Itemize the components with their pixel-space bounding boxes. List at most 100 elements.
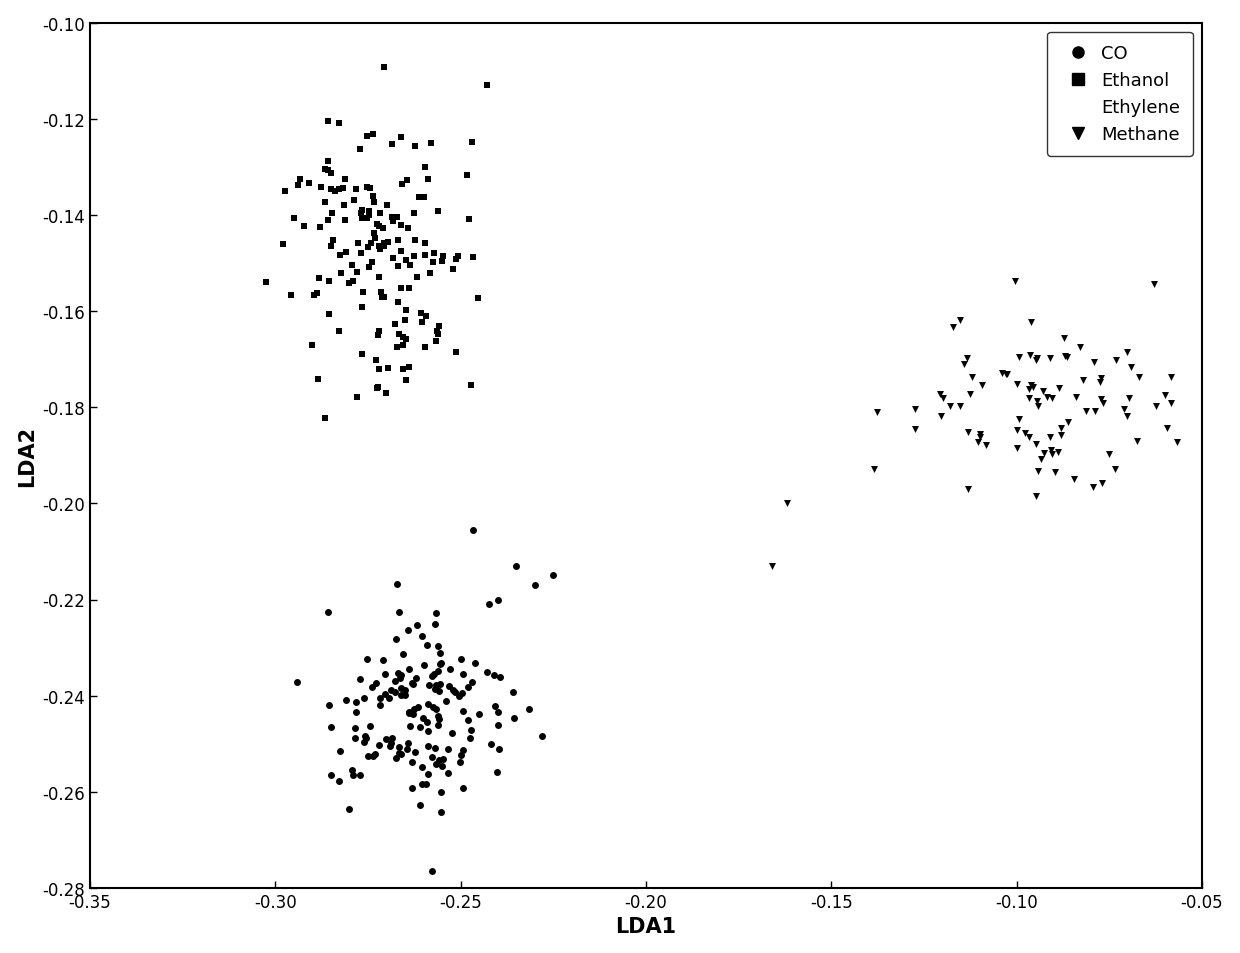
Point bbox=[1099, 447, 1118, 462]
Point bbox=[398, 221, 418, 236]
Point bbox=[1091, 371, 1111, 386]
Point bbox=[310, 271, 330, 286]
Point bbox=[415, 340, 435, 355]
Point bbox=[410, 720, 430, 735]
Point bbox=[1106, 354, 1126, 369]
Point bbox=[1028, 399, 1048, 415]
Point bbox=[487, 592, 507, 607]
Point bbox=[405, 139, 425, 154]
Point bbox=[970, 427, 990, 442]
Point bbox=[1117, 409, 1137, 424]
Point bbox=[362, 255, 382, 271]
Point bbox=[392, 244, 412, 259]
Point bbox=[342, 258, 362, 274]
Point bbox=[1049, 380, 1069, 395]
Point bbox=[362, 679, 382, 695]
Point bbox=[460, 730, 480, 745]
Point bbox=[357, 180, 377, 195]
Point bbox=[370, 691, 389, 706]
Point bbox=[476, 664, 496, 679]
Point bbox=[1025, 489, 1045, 504]
Point bbox=[959, 425, 978, 440]
Point bbox=[469, 291, 489, 306]
Point bbox=[427, 605, 446, 620]
Point bbox=[281, 288, 301, 303]
Point bbox=[503, 685, 523, 700]
Point bbox=[1127, 434, 1147, 449]
Point bbox=[972, 378, 992, 394]
Point bbox=[329, 774, 348, 789]
Point bbox=[485, 668, 505, 683]
Point bbox=[957, 351, 977, 366]
Point bbox=[420, 136, 440, 152]
Point bbox=[1034, 446, 1054, 461]
Point bbox=[464, 250, 484, 265]
Point bbox=[368, 324, 388, 339]
Point bbox=[410, 306, 430, 321]
Point bbox=[1019, 430, 1039, 445]
Point bbox=[370, 207, 389, 222]
Point bbox=[413, 314, 433, 330]
Point bbox=[368, 239, 388, 254]
Point bbox=[1056, 350, 1076, 365]
Point bbox=[430, 804, 450, 820]
Point bbox=[347, 391, 367, 406]
Point bbox=[968, 436, 988, 451]
Point bbox=[353, 285, 373, 300]
Point bbox=[413, 629, 433, 644]
Point bbox=[417, 638, 436, 653]
Legend: CO, Ethanol, Ethylene, Methane: CO, Ethanol, Ethylene, Methane bbox=[1048, 32, 1193, 157]
Point bbox=[401, 258, 420, 274]
Point bbox=[459, 213, 479, 228]
Point bbox=[352, 300, 372, 315]
Point bbox=[970, 430, 990, 445]
Point bbox=[1021, 315, 1040, 331]
Point bbox=[424, 740, 444, 756]
Point bbox=[446, 252, 466, 267]
Point bbox=[944, 320, 963, 335]
Point bbox=[424, 666, 444, 681]
Point bbox=[398, 622, 418, 638]
Point bbox=[391, 668, 410, 683]
Point bbox=[343, 768, 363, 783]
Point bbox=[368, 380, 388, 395]
Point bbox=[864, 461, 884, 476]
Point bbox=[417, 776, 436, 791]
Point bbox=[1084, 480, 1104, 496]
Point bbox=[373, 290, 393, 305]
Point bbox=[449, 250, 469, 265]
Point bbox=[439, 765, 459, 781]
Point bbox=[300, 176, 320, 192]
Point bbox=[384, 317, 404, 333]
Point bbox=[429, 677, 449, 692]
Point bbox=[358, 749, 378, 764]
Point bbox=[363, 127, 383, 142]
Point bbox=[350, 672, 370, 687]
Point bbox=[383, 214, 403, 230]
Point bbox=[373, 60, 393, 75]
Point bbox=[950, 314, 970, 329]
Point bbox=[930, 387, 950, 402]
Point bbox=[440, 661, 460, 677]
Point bbox=[336, 245, 356, 260]
Point bbox=[374, 686, 394, 701]
Point bbox=[425, 617, 445, 632]
Point bbox=[469, 707, 489, 722]
Point bbox=[443, 682, 463, 698]
Y-axis label: LDA2: LDA2 bbox=[16, 425, 37, 486]
Point bbox=[415, 235, 435, 251]
Point bbox=[330, 248, 350, 263]
Point bbox=[439, 679, 459, 694]
Point bbox=[368, 328, 388, 343]
Point bbox=[418, 697, 438, 712]
Point bbox=[315, 162, 335, 177]
Point bbox=[404, 744, 424, 760]
Point bbox=[404, 206, 424, 221]
Point bbox=[363, 195, 383, 211]
Point bbox=[391, 281, 410, 296]
Point bbox=[367, 217, 387, 233]
Point bbox=[419, 678, 439, 693]
Point bbox=[1027, 395, 1047, 410]
Point bbox=[1045, 465, 1065, 480]
Point bbox=[376, 386, 396, 401]
